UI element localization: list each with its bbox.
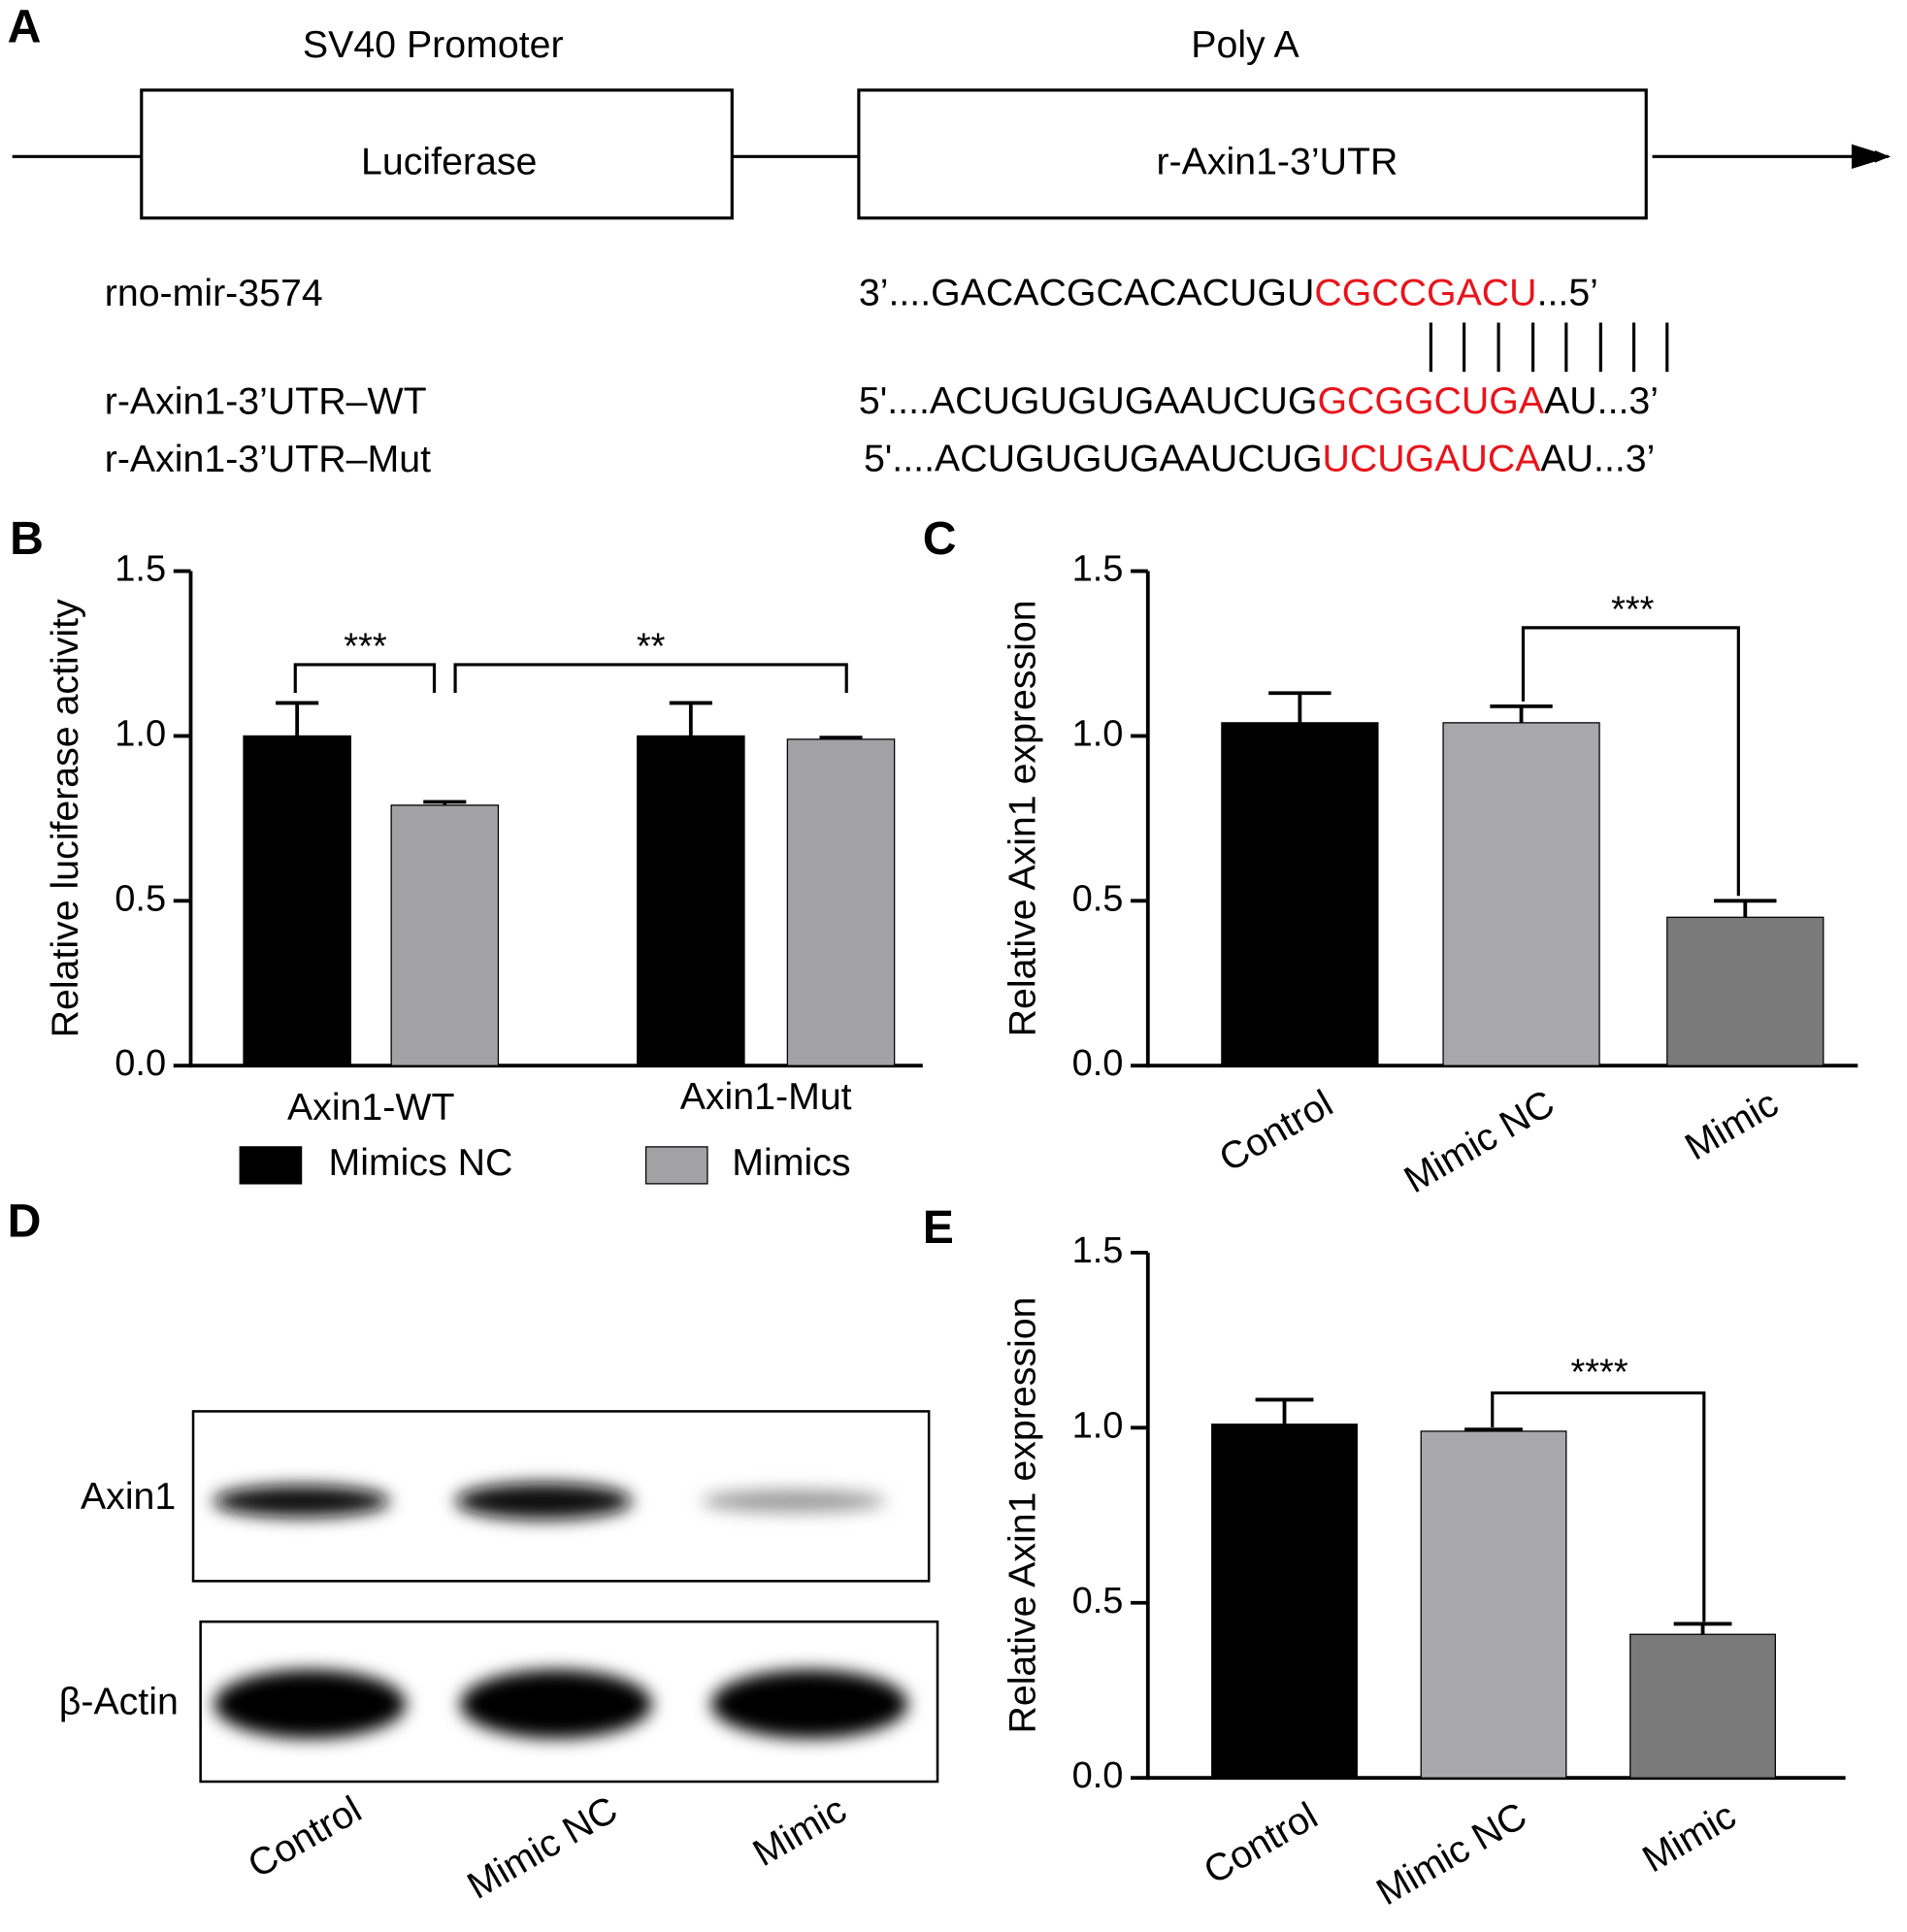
pairing-lines [1429,322,1669,373]
legend-swatch [239,1146,303,1185]
sequence-part: 3’....GACACGCACACUGU [859,272,1314,314]
significance-bracket [1521,626,1740,897]
bar [1221,722,1379,1066]
bar [390,804,500,1066]
lane-label: Mimic NC [460,1788,624,1908]
significance-bracket [293,663,437,694]
polya-label: Poly A [1191,23,1299,66]
sequence: 3’....GACACGCACACUGUCGCCGACU...5’ [859,272,1598,314]
y-tick-label: 0.5 [1072,878,1124,919]
panel-letter: A [8,0,42,52]
utr-label: r-Axin1-3’UTR [1156,140,1397,182]
blot-row-label: β-Actin [59,1681,179,1723]
sequence-part: 5'....ACUGUGUGAAUCUG [859,380,1318,423]
x-tick-label: Mimic [1635,1794,1743,1881]
y-tick-label: 1.0 [115,713,166,754]
seed-site: UCUGAUCA [1323,438,1542,480]
y-tick-label: 1.5 [1072,1230,1124,1271]
sequence-part: AU...3’ [1540,438,1655,480]
sequence: 5'....ACUGUGUGAAUCUGGCGGCUGAAU...3’ [859,380,1659,423]
x-tick-label: Control [1197,1794,1325,1892]
lane-label: Mimic [746,1788,854,1875]
y-tick-label: 0.0 [1072,1755,1124,1796]
blot-bands [213,1482,908,1739]
y-axis-label: Relative Axin1 expression [1001,1297,1043,1734]
x-tick-label: Mimic NC [1369,1794,1533,1914]
panel-letter: B [10,512,44,565]
y-tick-label: 0.0 [1072,1043,1124,1084]
significance-label: *** [344,626,387,667]
sequence-part: ...5’ [1537,272,1598,314]
y-tick-label: 0.5 [1072,1581,1124,1621]
lane-label: Control [241,1788,369,1886]
bar [786,738,896,1066]
construct [12,88,1891,220]
bar [637,735,745,1066]
row-label: r-Axin1-3’UTR–Mut [105,438,431,480]
sequence: 5'....ACUGUGUGAAUCUGUCUGAUCAAU...3’ [864,438,1655,480]
significance-bracket [1491,1391,1706,1622]
y-tick-label: 1.5 [1072,549,1124,590]
y-tick-label: 1.5 [115,549,166,590]
y-axis-label: Relative luciferase activity [44,599,86,1037]
row-label: rno-mir-3574 [105,272,323,314]
legend-label: Mimics NC [328,1141,512,1184]
bar [1629,1633,1776,1779]
y-tick-label: 1.0 [1072,713,1124,754]
arrowhead [1851,144,1891,170]
gene-label: Luciferase [361,140,537,182]
legend-swatch [644,1146,708,1185]
panel-letter: C [923,512,957,565]
significance-bracket [453,663,848,694]
significance-label: *** [1611,589,1655,630]
significance-label: ** [637,626,666,667]
bar [243,735,351,1066]
seed-site: CGCCGACU [1314,272,1536,314]
x-tick-label: Mimic [1678,1082,1786,1168]
bar [1442,722,1600,1066]
panel-letter: D [8,1195,42,1247]
promoter-label: SV40 Promoter [303,23,564,66]
legend-label: Mimics [732,1141,850,1184]
significance-label: **** [1570,1352,1628,1392]
bar [1211,1424,1358,1779]
panel-letter: E [923,1201,954,1254]
y-axis-label: Relative Axin1 expression [1001,600,1043,1036]
x-tick-label: Axin1-Mut [680,1075,852,1118]
x-tick-label: Control [1212,1082,1340,1180]
bar [1420,1430,1567,1779]
bar [1666,916,1825,1066]
x-tick-label: Mimic NC [1397,1082,1561,1201]
y-tick-label: 1.0 [1072,1405,1124,1446]
seed-site: GCGGCUGA [1317,380,1544,423]
sequence-part: AU...3’ [1544,380,1659,423]
row-label: r-Axin1-3’UTR–WT [105,380,427,423]
blot-row-label: Axin1 [81,1475,176,1518]
x-tick-label: Axin1-WT [287,1086,454,1129]
sequence-rows: rno-mir-3574 3’....GACACGCACACUGUCGCCGACU… [105,272,1659,480]
y-tick-label: 0.5 [115,878,166,919]
y-tick-label: 0.0 [115,1043,166,1084]
sequence-part: 5'....ACUGUGUGAAUCUG [864,438,1323,480]
